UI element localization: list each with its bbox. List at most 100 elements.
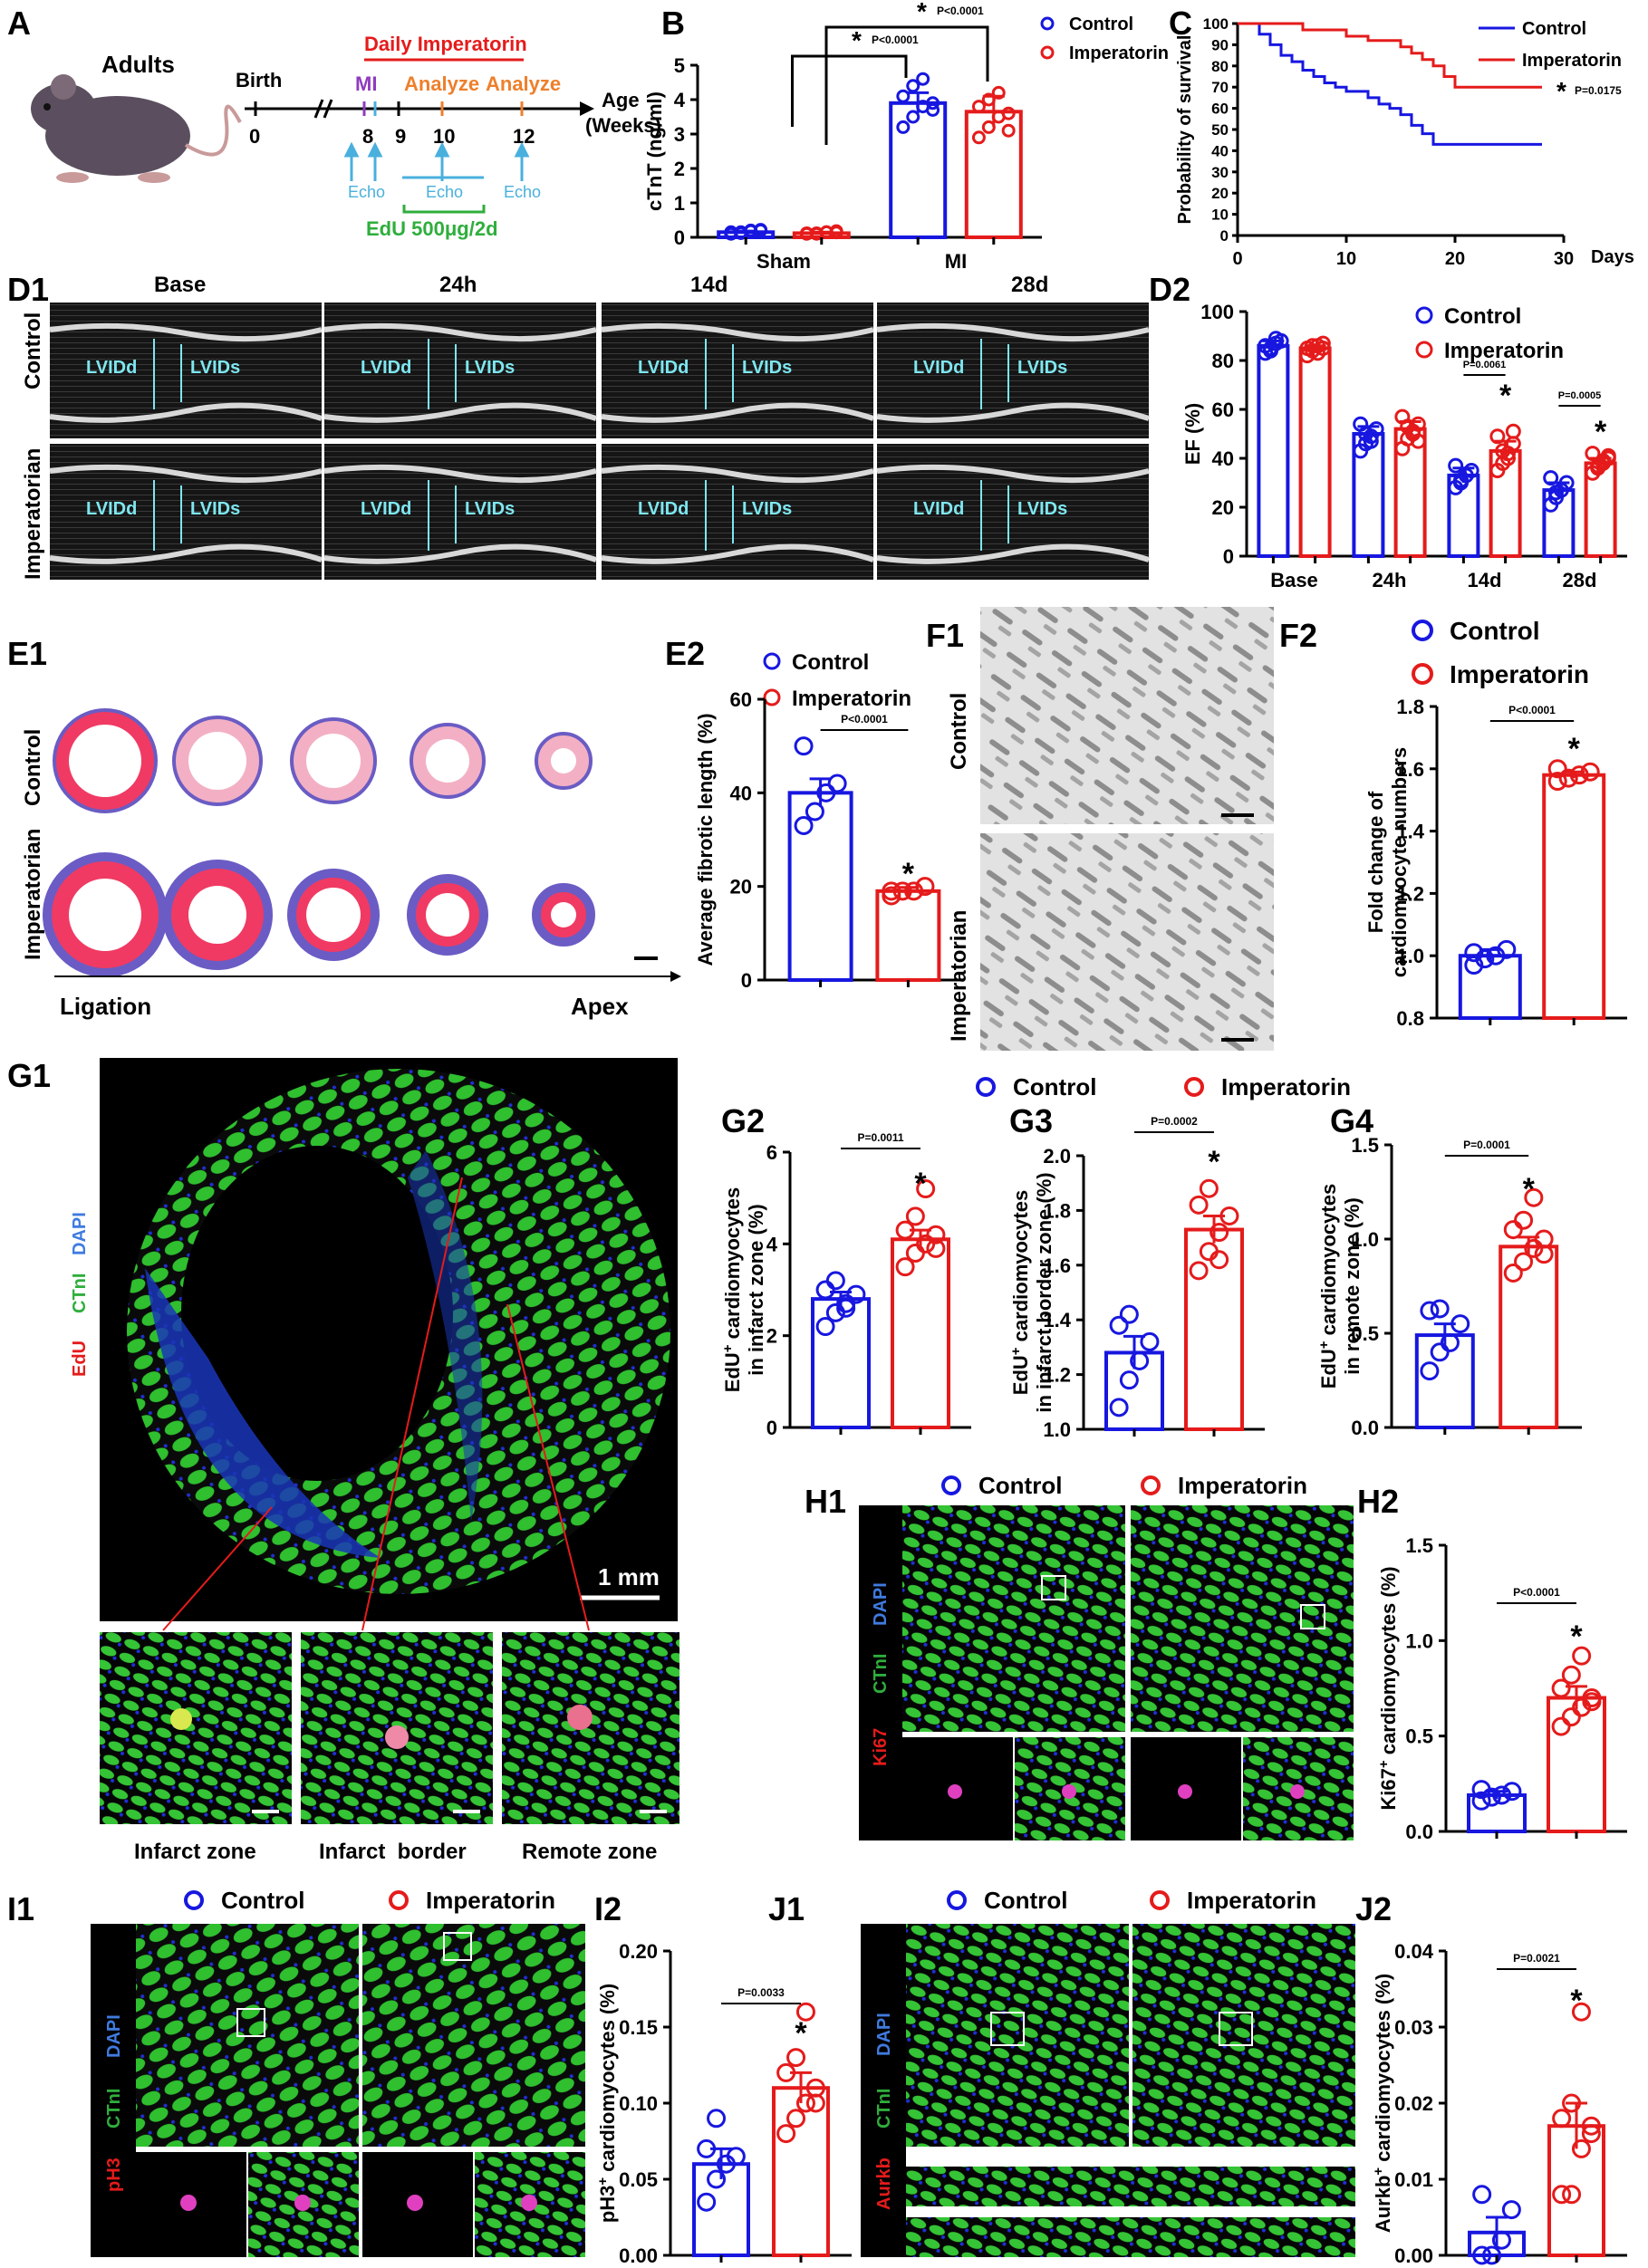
lvidd-label: LVIDd (86, 358, 137, 378)
data-point (1119, 1304, 1139, 1324)
y-tick-label: 0.15 (619, 2016, 658, 2039)
significance-star: * (1523, 1172, 1536, 1206)
data-point (1420, 1301, 1440, 1321)
data-point (1482, 2245, 1502, 2265)
week-9: 9 (395, 125, 406, 148)
y-tick-label: 0.0 (1351, 1417, 1379, 1439)
y-axis-label: Aurkb+ cardiomyocytes (%) (1371, 1974, 1395, 2233)
panel-letter-j1: J1 (768, 1890, 805, 1927)
y-tick-label: 1.0 (1396, 945, 1424, 967)
lvids-label: LVIDs (742, 499, 792, 519)
x-tick-label: 0 (1232, 249, 1242, 269)
legend-h-imperatorin: Imperatorin (1178, 1472, 1307, 1499)
legend-i-imperatorin: Imperatorin (426, 1887, 555, 1914)
data-point (1572, 1646, 1592, 1666)
y-axis-label: EdU+ cardiomyocytesin infarct border zon… (1008, 1172, 1056, 1412)
data-point (1219, 1206, 1239, 1225)
data-point (1199, 1178, 1219, 1198)
y-tick-label: 0.05 (619, 2168, 658, 2191)
y-tick-label: 1.4 (1396, 821, 1424, 843)
myocyte-image-imperatorian (980, 833, 1274, 1051)
j1-stain-dapi: DAPI (874, 2013, 894, 2056)
data-point (1209, 1223, 1229, 1243)
data-point (1503, 1263, 1523, 1283)
y-tick-label: 0.5 (1405, 1725, 1433, 1748)
mouse-illustration (31, 74, 242, 183)
p-value-label: P=0.0033 (737, 1986, 785, 1999)
y-axis-label: EdU+ cardiomyocytesin infarct zone (%) (720, 1187, 768, 1392)
data-point (776, 2062, 796, 2082)
legend-h-control: Control (978, 1472, 1062, 1499)
significance-star: * (1499, 379, 1512, 413)
data-point (1500, 450, 1517, 466)
y-tick-label: 0.03 (1394, 2016, 1433, 2039)
data-point (1543, 470, 1559, 486)
x-axis-label: Days (1591, 247, 1634, 267)
x-tick-label: 14d (1468, 569, 1502, 591)
legend-i-control: Control (221, 1887, 304, 1914)
data-point (906, 110, 920, 124)
chart-c: 0 10 20 30 40 50 60 70 80 90 100 0 10 20 30 Probability… (1175, 15, 1634, 269)
y-tick-label: 0.00 (1394, 2244, 1433, 2267)
g1-zoom-remote (502, 1632, 679, 1824)
significance-star: * (1570, 1984, 1583, 2018)
data-point (697, 2138, 717, 2158)
significance-star: * (902, 857, 915, 891)
y-axis-label: Probability of survival (1175, 35, 1195, 225)
j1-stain-aurkb: Aurkb (874, 2157, 894, 2210)
y-tick-label: 0.01 (1394, 2168, 1433, 2191)
data-point (892, 881, 912, 901)
y-tick-label: 1.8 (1043, 1199, 1071, 1222)
apex-label: Apex (571, 993, 629, 1020)
panel-letter-c: C (1169, 5, 1192, 42)
legend-f2-imperatorin: Imperatorin (1450, 660, 1589, 688)
data-point (1315, 341, 1331, 356)
bar-imperatorin-0 (875, 889, 941, 982)
y-tick-label: 40 (1211, 142, 1229, 159)
data-point (905, 1206, 925, 1226)
legend-b-imperatorin: Imperatorin (1069, 43, 1169, 63)
p-value-label: P<0.0001 (1508, 704, 1556, 716)
data-point (754, 223, 768, 237)
data-point (1547, 485, 1564, 501)
significance-star: * (1568, 732, 1581, 766)
significance-star: * (1208, 1145, 1220, 1179)
y-tick-label: 1.0 (1043, 1418, 1071, 1441)
y-tick-label: 1.0 (1351, 1228, 1379, 1251)
chart-d2: 0 20 40 60 80 100 EF (%) Base 24h 14d 28d P=0.0061 *… (1181, 301, 1627, 591)
data-point (1552, 2109, 1572, 2129)
bar-imperatorin-0 (1298, 346, 1332, 558)
data-point (786, 2109, 806, 2129)
y-axis-label: cTnT (ng/ml) (643, 91, 666, 211)
data-point (1471, 1780, 1491, 1800)
p-value-label: P<0.0001 (841, 713, 888, 726)
data-point (815, 1280, 835, 1300)
g1-scale-label: 1 mm (598, 1563, 660, 1590)
legend-j: Control Imperatorin (947, 1887, 1316, 1914)
y-tick-label: 1.4 (1043, 1309, 1071, 1331)
lvids-label: LVIDs (465, 499, 515, 519)
data-point (825, 1302, 845, 1322)
y-tick-label: 0 (741, 969, 752, 992)
legend-g-control: Control (1013, 1073, 1096, 1100)
bar-imperatorin-0 (891, 1237, 950, 1430)
lvids-label: LVIDs (1017, 499, 1067, 519)
panel-letter-f1: F1 (926, 617, 964, 654)
zone-label-border: Infarct border (319, 1840, 467, 1864)
bar-imperatorin-0 (1547, 1696, 1606, 1833)
y-tick-label: 10 (1211, 207, 1229, 224)
mi-label: MI (355, 72, 377, 95)
y-tick-label: 1.0 (1405, 1629, 1433, 1652)
legend-j-control: Control (984, 1887, 1067, 1914)
heart-sections: Control Imperatorian Ligation Apex (21, 708, 681, 1020)
echo-label-2: Echo (426, 183, 463, 201)
legend-d2: Control Imperatorin (1415, 304, 1564, 363)
y-tick-label: 0 (1220, 227, 1229, 245)
chart-j2: 0.00 0.01 0.02 0.03 0.04 Aurkb+ cardiomyocyte… (1371, 1940, 1627, 2267)
heart-immunofluorescence: 1 mm EdU CTnI DAPI Infarct zone Infarct … (70, 1058, 679, 1864)
echo-label-3: Echo (504, 183, 541, 201)
data-point (1571, 2138, 1591, 2158)
y-tick-label: 40 (730, 782, 752, 804)
data-point (1547, 759, 1567, 779)
